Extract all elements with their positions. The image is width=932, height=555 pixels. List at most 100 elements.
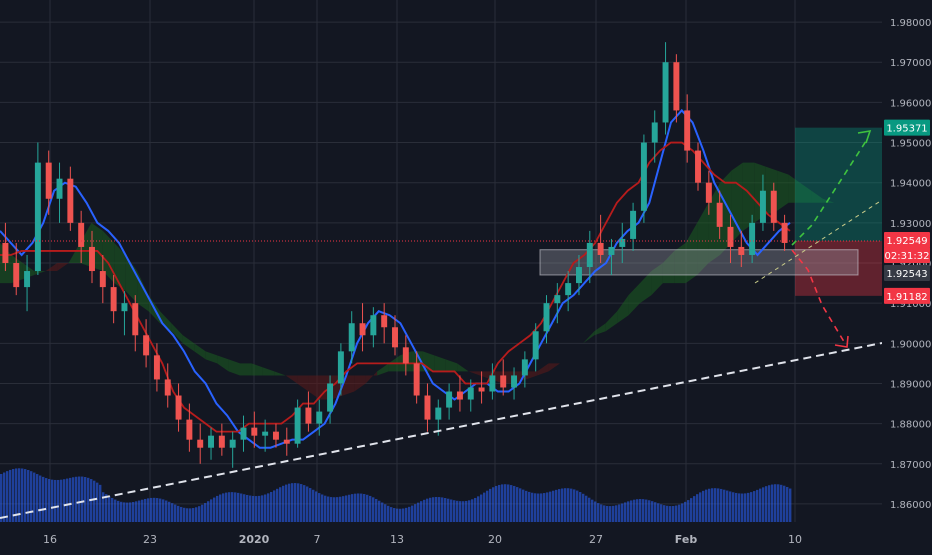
volume-bar <box>495 485 498 522</box>
candle-up <box>749 222 756 255</box>
volume-bar <box>105 494 108 522</box>
volume-bar <box>381 502 384 522</box>
candle-down <box>424 395 431 420</box>
volume-bar <box>393 508 396 522</box>
volume-bar <box>723 489 726 522</box>
countdown-tag <box>884 246 930 263</box>
volume-bar <box>501 484 504 522</box>
volume-bar <box>612 505 615 522</box>
volume-bar <box>120 501 123 522</box>
cloud-segment <box>640 271 652 304</box>
candle-up <box>24 271 31 288</box>
price-tick-label: 1.86000 <box>890 500 931 511</box>
volume-bar <box>453 500 456 522</box>
volume-bar <box>303 485 306 522</box>
time-axis[interactable]: 16 23 2020 7 13 20 27 Feb 10 <box>43 533 802 546</box>
volume-bar <box>576 490 579 522</box>
volume-bar <box>672 506 675 522</box>
candle-down <box>197 439 204 448</box>
volume-bar <box>21 468 24 522</box>
volume-bar <box>135 501 138 522</box>
volume-bar <box>618 504 621 522</box>
candle-up <box>565 283 572 296</box>
volume-bar <box>678 504 681 522</box>
volume-bar <box>429 497 432 522</box>
volume-bar <box>285 484 288 522</box>
candle-up <box>240 427 247 440</box>
price-tick-label: 1.97000 <box>890 58 931 69</box>
volume-bar <box>471 499 474 522</box>
volume-bar <box>165 500 168 522</box>
volume-bar <box>342 496 345 522</box>
volume-bar <box>708 488 711 522</box>
candles[interactable] <box>2 42 788 468</box>
volume-bar <box>627 501 630 522</box>
volume-bar <box>444 497 447 522</box>
time-tick-label: 27 <box>589 533 603 546</box>
volume-bar <box>594 501 597 522</box>
candle-up <box>554 295 561 304</box>
candle-up <box>608 246 615 255</box>
volume-bar <box>774 484 777 522</box>
volume-bar <box>141 499 144 522</box>
volume-bar <box>309 488 312 522</box>
volume-bar <box>648 500 651 522</box>
volume-bar <box>456 500 459 522</box>
volume-bar <box>720 488 723 522</box>
volume-bar <box>438 497 441 522</box>
volume-bar <box>591 499 594 522</box>
candle-up <box>56 178 63 199</box>
volume-bar <box>0 474 3 522</box>
volume-bar <box>249 495 252 522</box>
candle-up <box>316 411 323 424</box>
volume-bar <box>573 489 576 522</box>
cloud-segment <box>525 371 538 380</box>
candle-down <box>781 222 788 243</box>
volume-bar <box>735 492 738 522</box>
volume-bar <box>300 484 303 522</box>
candle-up <box>121 303 128 312</box>
volume-bar <box>189 508 192 522</box>
volume-bar <box>3 472 6 522</box>
volume-bar <box>750 492 753 522</box>
volume-bar <box>378 500 381 522</box>
resistance-zone <box>539 249 859 276</box>
candle-up <box>640 142 647 211</box>
volume-bar <box>711 488 714 522</box>
volume-bar <box>174 504 177 522</box>
volume-bar <box>540 493 543 522</box>
volume-bar <box>270 491 273 522</box>
volume-bar <box>606 505 609 522</box>
cloud-segment <box>228 359 240 376</box>
volume-bar <box>387 505 390 522</box>
volume-bar <box>432 497 435 522</box>
candle-down <box>67 178 74 223</box>
volume-bar <box>348 494 351 522</box>
volume-bar <box>351 494 354 522</box>
price-tags: 1.95371 1.92549 02:31:32 1.92543 1.91182 <box>884 119 930 304</box>
volume-bar <box>564 488 567 522</box>
candle-down <box>272 431 279 440</box>
candle-down <box>305 407 312 424</box>
candle-up <box>262 431 269 436</box>
volume-bar <box>543 493 546 522</box>
volume-bar <box>516 487 519 522</box>
volume-bar <box>6 471 9 522</box>
volume-bar <box>546 492 549 522</box>
volume-bar <box>123 502 126 522</box>
volume-bar <box>288 483 291 522</box>
volume-bar <box>333 497 336 522</box>
volume-bar <box>57 479 60 522</box>
volume-bar <box>405 507 408 522</box>
volume-bar <box>411 505 414 522</box>
candle-down <box>727 226 734 247</box>
volume-bar <box>687 500 690 522</box>
candle-up <box>630 210 637 239</box>
volume-bar <box>264 494 267 522</box>
cloud-segment <box>548 363 560 372</box>
volume-bar <box>465 500 468 522</box>
candle-up <box>521 359 528 376</box>
cloud-segment <box>45 263 58 272</box>
